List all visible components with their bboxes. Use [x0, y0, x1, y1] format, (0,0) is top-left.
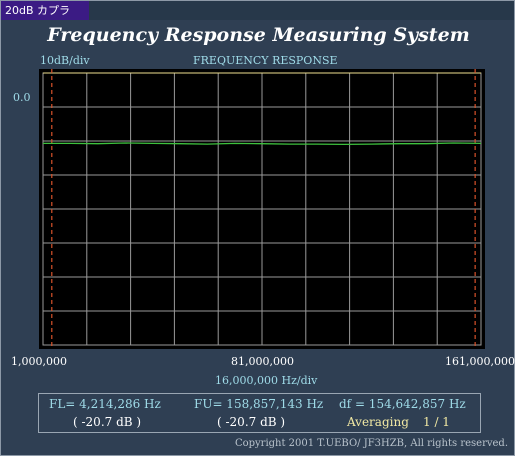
- x-div-label: 16,000,000 Hz/div: [215, 374, 318, 387]
- frequency-response-plot: [39, 69, 485, 349]
- x-mid-label: 81,000,000: [231, 355, 294, 368]
- response-trace: [43, 142, 482, 146]
- fl-value: FL= 4,214,286 Hz: [49, 397, 161, 411]
- page-title: Frequency Response Measuring System: [47, 24, 470, 46]
- x-start-label: 1,000,000: [11, 355, 67, 368]
- fu-value: FU= 158,857,143 Hz: [194, 397, 324, 411]
- graph-title: FREQUENCY RESPONSE: [193, 54, 338, 67]
- averaging-label: Averaging: [347, 415, 409, 429]
- y-ref-label: 0.0: [13, 91, 31, 104]
- window-title[interactable]: 20dB カプラ: [1, 1, 89, 20]
- copyright: Copyright 2001 T.UEBO/ JF3HZB, All right…: [234, 438, 508, 449]
- fu-db-value: ( -20.7 dB ): [217, 415, 286, 429]
- fl-db-value: ( -20.7 dB ): [73, 415, 142, 429]
- df-value: df = 154,642,857 Hz: [339, 397, 466, 411]
- averaging-value: 1 / 1: [423, 415, 450, 429]
- title-bar: [89, 1, 514, 20]
- x-end-label: 161,000,000: [445, 355, 515, 368]
- measurement-panel: FL= 4,214,286 Hz FU= 158,857,143 Hz df =…: [38, 393, 481, 433]
- scale-label: 10dB/div: [40, 54, 90, 67]
